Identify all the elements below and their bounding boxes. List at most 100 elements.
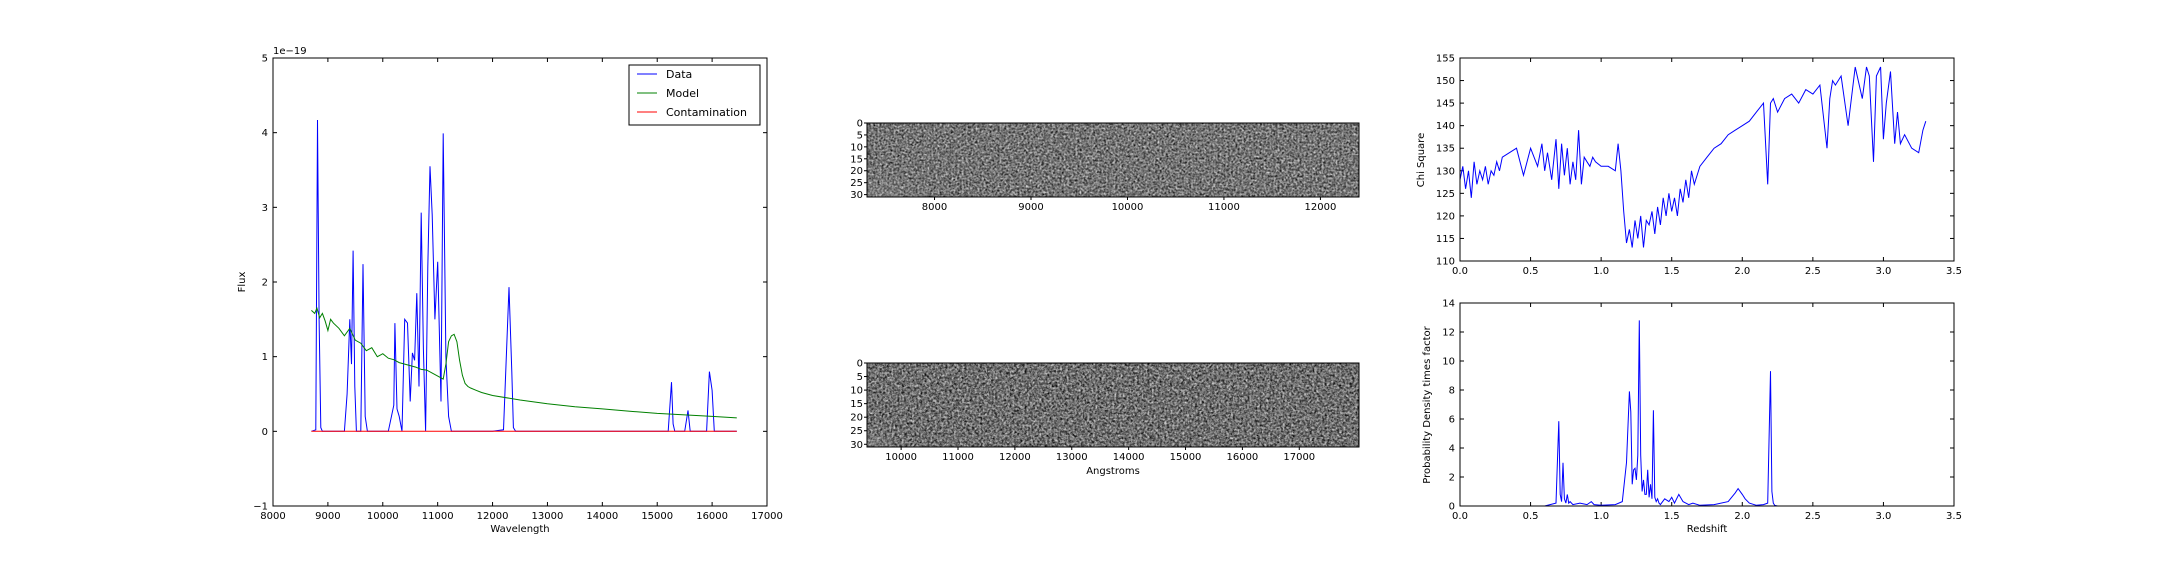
y-tick-label: 155 [1436,54,1455,65]
x-tick-label: 13000 [1056,452,1088,463]
y-tick-label: 0 [857,119,863,130]
chisq-frame [1459,57,1955,262]
y-tick-label: 1 [262,352,268,363]
y-tick-label: 30 [850,440,863,451]
x-tick-label: 2.0 [1734,266,1750,277]
y-tick-label: 20 [850,413,863,424]
x-tick-label: 10000 [885,452,917,463]
y-tick-label: 15 [850,154,863,165]
spectrum-offset-label: 1e−19 [273,46,307,57]
x-tick-label: 10000 [367,511,399,522]
y-tick-label: 2 [262,278,268,289]
x-tick-label: 0.5 [1523,266,1539,277]
x-tick-label: 12000 [1305,202,1337,213]
y-tick-label: −1 [253,502,268,513]
y-tick-label: 110 [1436,257,1455,268]
spectrum2d-bottom-xlabel: Angstroms [1086,466,1140,477]
y-tick-label: 10 [850,142,863,153]
spectrum2d-bottom-ticks: 10000 11000 12000 13000 14000 15000 16000 17000… [850,359,1315,464]
y-tick-label: 115 [1436,234,1455,245]
spectrum2d-bottom-frame [866,362,1360,448]
y-tick-label: 4 [262,128,268,139]
spectrum-frame [272,57,768,507]
x-tick-label: 8000 [922,202,947,213]
chisq-series-0-line [1460,66,1927,248]
x-tick-label: 11000 [942,452,974,463]
x-tick-label: 17000 [1283,452,1315,463]
y-tick-label: 150 [1436,76,1455,87]
y-tick-label: 0 [857,359,863,370]
y-tick-label: 10 [850,386,863,397]
x-tick-label: 1.5 [1664,266,1680,277]
pdf-series [1460,320,1926,506]
x-tick-label: 3.0 [1875,266,1891,277]
x-tick-label: 10000 [1112,202,1144,213]
x-tick-label: 1.0 [1593,511,1609,522]
chisq-axes: 0.0 0.5 1.0 1.5 2.0 2.5 3.0 3.5 110 115 120 125 130 1… [1416,54,1962,278]
spectrum2d-bottom-axes: 10000 11000 12000 13000 14000 15000 16000 17000… [850,359,1360,477]
x-tick-label: 0.5 [1523,511,1539,522]
y-tick-label: 5 [262,54,268,65]
x-tick-label: 8000 [260,511,285,522]
pdf-ylabel: Probability Density times factor [1422,325,1433,483]
y-tick-label: 10 [1442,357,1455,368]
y-tick-label: 8 [1449,386,1455,397]
y-tick-label: 135 [1436,144,1455,155]
y-tick-label: 5 [857,372,863,383]
x-tick-label: 2.5 [1805,511,1821,522]
y-tick-label: 14 [1442,299,1455,310]
y-tick-label: 140 [1436,121,1455,132]
x-tick-label: 2.5 [1805,266,1821,277]
chisq-ylabel: Chi Square [1416,133,1427,187]
spectrum2d-top-image [867,123,1359,197]
y-tick-label: 25 [850,178,863,189]
spectrum-series [311,119,737,432]
x-tick-label: 15000 [641,511,673,522]
chisq-series [1460,66,1927,248]
spectrum2d-top-frame [866,122,1360,198]
chisq-ticks: 0.0 0.5 1.0 1.5 2.0 2.5 3.0 3.5 110 115 120 125 130 1… [1436,54,1962,278]
x-tick-label: 0.0 [1452,266,1468,277]
x-tick-label: 12000 [999,452,1031,463]
x-tick-label: 11000 [422,511,454,522]
y-tick-label: 5 [857,130,863,141]
spectrum-axes: 8000 9000 10000 11000 12000 13000 14000 15000 16… [237,46,783,535]
x-tick-label: 3.0 [1875,511,1891,522]
x-tick-label: 1.5 [1664,511,1680,522]
x-tick-label: 14000 [1113,452,1145,463]
y-tick-label: 120 [1436,211,1455,222]
x-tick-label: 3.5 [1946,511,1962,522]
pdf-series-0-line [1460,320,1926,506]
y-tick-label: 4 [1449,444,1455,455]
x-tick-label: 17000 [751,511,783,522]
x-tick-label: 9000 [1018,202,1043,213]
spectrum-xlabel: Wavelength [490,524,549,535]
y-tick-label: 0 [1449,502,1455,513]
x-tick-label: 12000 [477,511,509,522]
y-tick-label: 125 [1436,189,1455,200]
x-tick-label: 15000 [1170,452,1202,463]
legend-label-data: Data [666,68,692,81]
spectrum-ylabel: Flux [237,272,248,293]
pdf-frame [1459,302,1955,507]
pdf-xlabel: Redshift [1687,524,1728,535]
spectrum-series-model-line [311,306,737,419]
x-tick-label: 16000 [696,511,728,522]
x-tick-label: 11000 [1208,202,1240,213]
legend-box [628,64,761,126]
y-tick-label: 145 [1436,99,1455,110]
y-tick-label: 20 [850,166,863,177]
spectrum2d-bottom-image [867,363,1359,447]
y-tick-label: 6 [1449,415,1455,426]
legend-label-model: Model [666,87,699,100]
x-tick-label: 14000 [586,511,618,522]
y-tick-label: 25 [850,426,863,437]
x-tick-label: 3.5 [1946,266,1962,277]
x-tick-label: 0.0 [1452,511,1468,522]
x-tick-label: 9000 [315,511,340,522]
y-tick-label: 2 [1449,473,1455,484]
